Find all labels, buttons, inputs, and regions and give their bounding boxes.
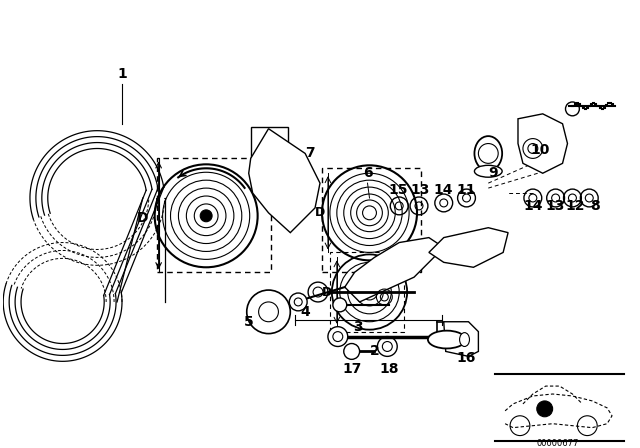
- Text: 5: 5: [244, 315, 253, 329]
- Circle shape: [333, 298, 347, 312]
- Polygon shape: [345, 237, 444, 302]
- Bar: [157, 159, 271, 272]
- Circle shape: [289, 293, 307, 311]
- Text: 13: 13: [546, 199, 565, 213]
- Circle shape: [308, 282, 328, 302]
- Text: 6: 6: [363, 166, 372, 180]
- Ellipse shape: [428, 331, 465, 349]
- Text: 1: 1: [117, 67, 127, 81]
- Text: 14: 14: [433, 183, 452, 197]
- Circle shape: [344, 344, 360, 359]
- Text: 13: 13: [410, 183, 429, 197]
- Text: 18: 18: [380, 362, 399, 376]
- Polygon shape: [251, 127, 289, 160]
- Polygon shape: [518, 114, 568, 173]
- Text: 10: 10: [530, 143, 550, 158]
- Ellipse shape: [474, 136, 502, 171]
- Polygon shape: [444, 322, 478, 356]
- Text: 8: 8: [590, 199, 600, 213]
- Bar: [322, 168, 421, 272]
- Text: 00000677: 00000677: [536, 439, 579, 448]
- Circle shape: [328, 327, 348, 346]
- Ellipse shape: [460, 332, 470, 346]
- Text: 16: 16: [457, 351, 476, 366]
- Text: D: D: [137, 211, 148, 225]
- Text: 14: 14: [523, 199, 543, 213]
- Text: 11: 11: [457, 183, 476, 197]
- Polygon shape: [429, 228, 508, 267]
- Text: 7: 7: [305, 146, 315, 160]
- Text: D: D: [322, 285, 332, 298]
- Circle shape: [537, 401, 552, 417]
- Text: 3: 3: [353, 320, 362, 334]
- Text: 2: 2: [369, 345, 380, 358]
- Bar: [330, 252, 404, 332]
- Text: 17: 17: [342, 362, 362, 376]
- Circle shape: [200, 210, 212, 222]
- Ellipse shape: [253, 129, 284, 159]
- Text: 4: 4: [300, 305, 310, 319]
- Ellipse shape: [474, 165, 502, 177]
- Polygon shape: [249, 129, 320, 233]
- Circle shape: [247, 290, 291, 334]
- Text: 15: 15: [388, 183, 408, 197]
- Text: 9: 9: [488, 166, 498, 180]
- Text: D: D: [315, 207, 325, 220]
- Text: 12: 12: [566, 199, 585, 213]
